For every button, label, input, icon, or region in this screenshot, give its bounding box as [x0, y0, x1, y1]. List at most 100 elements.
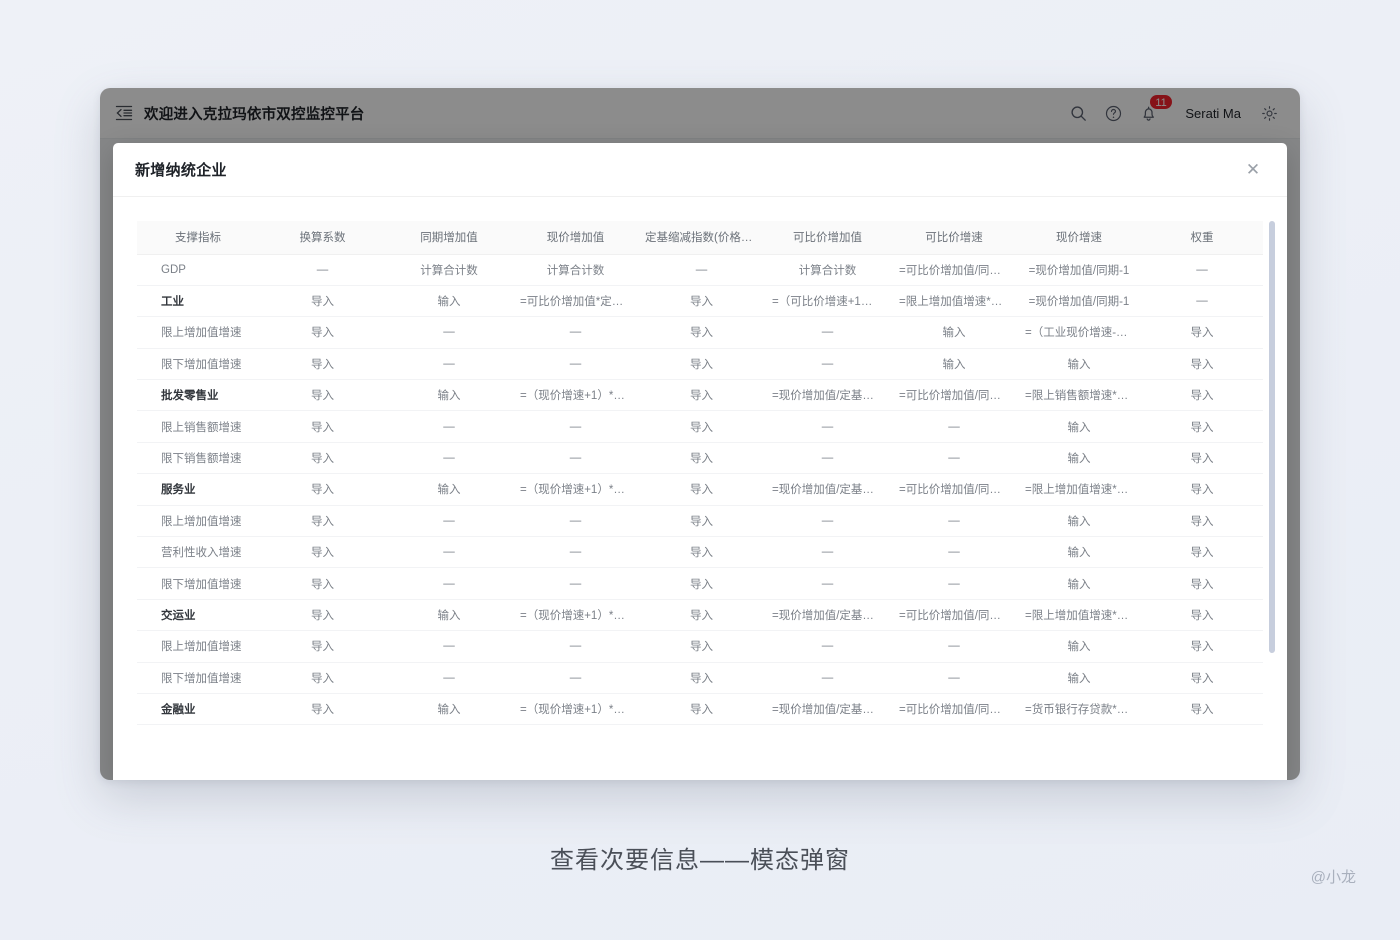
cell-value: 导入 [259, 630, 386, 663]
table-row[interactable]: 服务业 导入 输入 =（现价增速+1）*同期 导入 =现价增加值/定基缩减… =可比价增加值… [137, 473, 1263, 506]
cell-value: 导入 [639, 567, 764, 600]
cell-value: 导入 [639, 316, 764, 349]
modal-dialog: 新增纳统企业 ✕ 支撑指标 换算系数 同期增加值 现价增加值 定基缩减指数(价格指数) 可… [113, 143, 1287, 780]
table-row[interactable]: 限上销售额增速 导入 — — 导入 — — 输入 导入 [137, 410, 1263, 443]
user-name[interactable]: Serati Ma [1185, 105, 1241, 121]
row-label: 限下销售额增速 [137, 442, 259, 475]
table-scrollbar-thumb[interactable] [1269, 221, 1275, 653]
table-row[interactable]: 限上增加值增速 导入 — — 导入 — — 输入 导入 [137, 630, 1263, 663]
gear-icon[interactable] [1261, 105, 1278, 122]
table-header-row: 支撑指标 换算系数 同期增加值 现价增加值 定基缩减指数(价格指数) 可比价增加值 可比价增… [137, 221, 1263, 255]
modal-title: 新增纳统企业 [135, 162, 227, 179]
cell-value: 计算合计数 [512, 254, 639, 286]
row-label: 限上增加值增速 [137, 316, 259, 349]
cell-value: — [764, 410, 891, 443]
cell-value: — [764, 662, 891, 694]
cell-value: 导入 [639, 536, 764, 569]
cell-value: — [512, 442, 639, 475]
row-label: 限下增加值增速 [137, 662, 259, 694]
row-label: 限上销售额增速 [137, 410, 259, 443]
cell-value: =（现价增速+1）*同期 [512, 693, 639, 726]
cell-value: — [386, 662, 512, 694]
cell-value: — [386, 567, 512, 600]
table-row[interactable]: 限下增加值增速 导入 — — 导入 — 输入 输入 导入 [137, 348, 1263, 381]
table-row[interactable]: 金融业 导入 输入 =（现价增速+1）*同期 导入 =现价增加值/定基缩减… =可比价增加值… [137, 693, 1263, 726]
table-scroll-area: 支撑指标 换算系数 同期增加值 现价增加值 定基缩减指数(价格指数) 可比价增加值 可比价增… [137, 221, 1263, 780]
cell-value: 导入 [259, 316, 386, 349]
table-scrollbar-track[interactable] [1269, 221, 1275, 780]
cell-value: 输入 [1017, 536, 1141, 569]
cell-value: 输入 [386, 599, 512, 632]
menu-fold-icon[interactable] [114, 103, 134, 123]
cell-value: — [764, 348, 891, 381]
row-label: 限上增加值增速 [137, 505, 259, 538]
cell-value: 导入 [259, 693, 386, 726]
cell-value: =可比价增加值/同期-1 [891, 379, 1017, 412]
table-row[interactable]: 工业 导入 输入 =可比价增加值*定基缩… 导入 =（可比价增速+1）*同期 =限上增加值增… [137, 285, 1263, 318]
column-header-8: 权重 [1141, 221, 1263, 255]
cell-value: — [764, 567, 891, 600]
cell-value: 导入 [259, 285, 386, 318]
table-row[interactable]: 营利性收入增速 导入 — — 导入 — — 输入 导入 [137, 536, 1263, 569]
cell-value: 导入 [259, 348, 386, 381]
cell-value: 导入 [1141, 693, 1263, 726]
close-icon[interactable]: ✕ [1245, 160, 1261, 179]
cell-value: 导入 [259, 410, 386, 443]
row-label: 批发零售业 [137, 379, 259, 412]
cell-value: — [764, 536, 891, 569]
cell-value: — [386, 505, 512, 538]
modal-body: 支撑指标 换算系数 同期增加值 现价增加值 定基缩减指数(价格指数) 可比价增加值 可比价增… [113, 197, 1287, 780]
cell-value: =现价增加值/定基缩减… [764, 693, 891, 726]
column-header-5: 可比价增加值 [764, 221, 891, 255]
cell-value: 导入 [639, 410, 764, 443]
table-row[interactable]: 限下增加值增速 导入 — — 导入 — — 输入 导入 [137, 662, 1263, 694]
cell-value: 导入 [1141, 473, 1263, 506]
cell-value: =（现价增速+1）*同期 [512, 379, 639, 412]
table-row[interactable]: GDP — 计算合计数 计算合计数 — 计算合计数 =可比价增加值/同期-1 =现价增加值/同… [137, 254, 1263, 286]
bell-icon[interactable]: 11 [1140, 93, 1173, 122]
cell-value: 输入 [1017, 410, 1141, 443]
search-icon[interactable] [1070, 105, 1087, 122]
table-row[interactable]: 限上增加值增速 导入 — — 导入 — 输入 =（工业现价增速-限下… 导入 [137, 316, 1263, 349]
cell-value: 导入 [259, 662, 386, 694]
cell-value: 导入 [639, 693, 764, 726]
cell-value: — [639, 254, 764, 286]
cell-value: — [891, 442, 1017, 475]
question-circle-icon[interactable] [1105, 105, 1122, 122]
cell-value: — [764, 505, 891, 538]
cell-value: =货币银行存贷款*权重… [1017, 693, 1141, 726]
table-row[interactable]: 交运业 导入 输入 =（现价增速+1）*同期 导入 =现价增加值/定基缩减… =可比价增加值… [137, 599, 1263, 632]
table-row[interactable]: 限下增加值增速 导入 — — 导入 — — 输入 导入 [137, 567, 1263, 600]
cell-value: =可比价增加值/同期-1 [891, 473, 1017, 506]
cell-value: — [764, 630, 891, 663]
cell-value: 导入 [259, 505, 386, 538]
modal-header: 新增纳统企业 ✕ [113, 143, 1287, 197]
cell-value: =可比价增加值/同期-1 [891, 599, 1017, 632]
cell-value: =可比价增加值/同期-1 [891, 693, 1017, 726]
cell-value: — [512, 567, 639, 600]
cell-value: 输入 [1017, 567, 1141, 600]
cell-value: — [764, 316, 891, 349]
cell-value: — [386, 348, 512, 381]
column-header-3: 现价增加值 [512, 221, 639, 255]
row-label: 交运业 [137, 599, 259, 632]
cell-value: — [891, 662, 1017, 694]
cell-value: 输入 [1017, 630, 1141, 663]
cell-value: =（可比价增速+1）*同期 [764, 285, 891, 318]
row-label: GDP [137, 254, 259, 286]
app-header: 欢迎进入克拉玛依市双控监控平台 [100, 88, 1300, 139]
cell-value: — [512, 505, 639, 538]
cell-value: 输入 [891, 316, 1017, 349]
cell-value: 导入 [259, 473, 386, 506]
table-row[interactable]: 限上增加值增速 导入 — — 导入 — — 输入 导入 [137, 505, 1263, 538]
table-row[interactable]: 批发零售业 导入 输入 =（现价增速+1）*同期 导入 =现价增加值/定基缩减… =可比价增… [137, 379, 1263, 412]
row-label: 限下增加值增速 [137, 567, 259, 600]
cell-value: 导入 [1141, 379, 1263, 412]
cell-value: 导入 [1141, 630, 1263, 663]
cell-value: 输入 [1017, 348, 1141, 381]
table-row[interactable]: 限下销售额增速 导入 — — 导入 — — 输入 导入 [137, 442, 1263, 475]
column-header-0: 支撑指标 [137, 221, 259, 255]
cell-value: =限上销售额增速*权重… [1017, 379, 1141, 412]
cell-value: 输入 [1017, 505, 1141, 538]
